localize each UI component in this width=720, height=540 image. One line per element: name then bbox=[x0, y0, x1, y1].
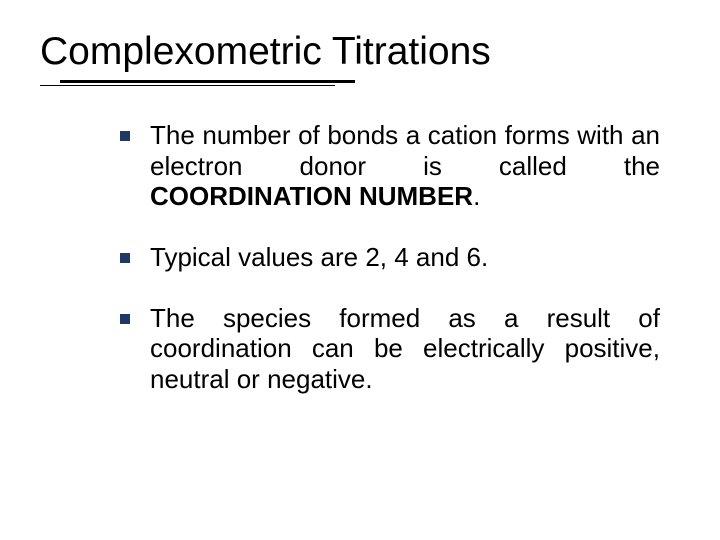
bullet-item: The species formed as a result of coordi… bbox=[150, 303, 660, 395]
title-rule bbox=[60, 80, 670, 86]
bullet-item: The number of bonds a cation forms with … bbox=[150, 120, 660, 212]
bullet-text-pre: The species formed as a result of coordi… bbox=[150, 303, 660, 394]
bullet-list: The number of bonds a cation forms with … bbox=[150, 120, 660, 395]
slide-title: Complexometric Titrations bbox=[40, 30, 670, 74]
bullet-text-pre: The number of bonds a cation forms with … bbox=[150, 120, 660, 181]
bullet-text-pre: Typical values are 2, 4 and 6. bbox=[150, 242, 488, 272]
bullet-item: Typical values are 2, 4 and 6. bbox=[150, 242, 660, 273]
slide: Complexometric Titrations The number of … bbox=[0, 0, 720, 540]
bullet-text-bold: COORDINATION NUMBER bbox=[150, 181, 473, 211]
bullet-text-post: . bbox=[473, 181, 480, 211]
